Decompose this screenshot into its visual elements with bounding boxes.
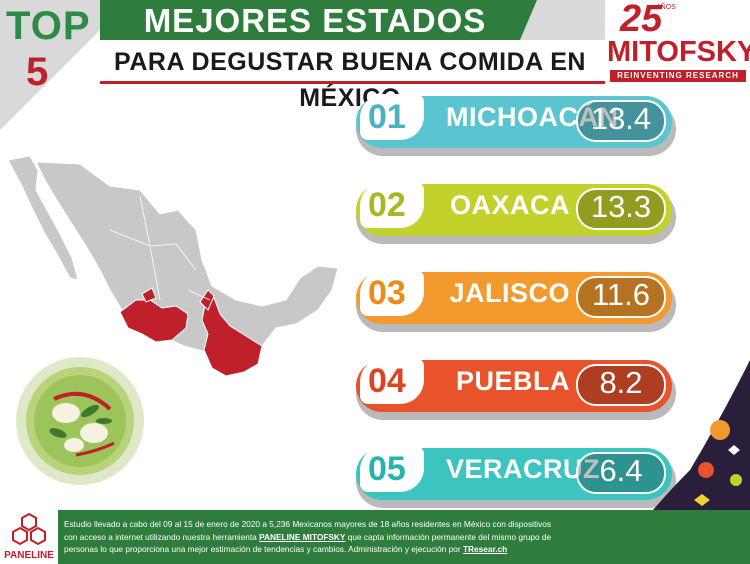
page-subtitle: PARA DEGUSTAR BUENA COMIDA EN MÉXICO bbox=[114, 48, 586, 112]
logo-tagline: REINVENTING RESEARCH bbox=[610, 70, 746, 82]
map-veracruz-puebla-oaxaca bbox=[201, 297, 263, 377]
value-box bbox=[576, 188, 666, 230]
ranking-row-1: 01 MICHOACÁN 13.4 bbox=[356, 94, 686, 158]
state-value: 13.3 bbox=[590, 189, 652, 224]
value-box bbox=[576, 276, 666, 318]
map-veracruz-north bbox=[199, 289, 215, 311]
rank-number: 03 bbox=[368, 274, 406, 312]
footer-text-1: Estudio llevado a cabo del 09 al 15 de e… bbox=[64, 519, 552, 542]
paneline-label: PANELINE bbox=[4, 550, 54, 561]
state-value: 11.6 bbox=[591, 277, 651, 312]
subtitle-underline bbox=[100, 81, 605, 84]
rank-number: 02 bbox=[368, 186, 406, 224]
value-box bbox=[576, 364, 666, 406]
state-name: OAXACA bbox=[449, 190, 570, 220]
rank-badge bbox=[360, 94, 424, 140]
title-bar-edge bbox=[520, 0, 605, 40]
rank-number: 01 bbox=[368, 98, 406, 136]
state-value: 6.4 bbox=[599, 453, 643, 488]
logo-anniversary: 25 bbox=[620, 0, 663, 40]
top-label: TOP bbox=[6, 4, 91, 48]
paneline-logo-icon bbox=[12, 512, 46, 546]
page-title: MEJORES ESTADOS bbox=[143, 2, 487, 39]
food-bowl-image bbox=[16, 357, 144, 485]
ranking-row-2: 02 OAXACA 13.3 bbox=[356, 182, 686, 246]
state-value: 13.4 bbox=[590, 101, 652, 136]
footer-text-2: que capta información permanente del mis… bbox=[64, 531, 552, 555]
value-box bbox=[576, 100, 666, 142]
rank-number: 04 bbox=[368, 362, 406, 400]
footer-methodology: Estudio llevado a cabo del 09 al 15 de e… bbox=[64, 518, 564, 556]
title-bar bbox=[100, 0, 605, 40]
paneline-logo-box bbox=[0, 510, 58, 564]
rank-badge bbox=[360, 358, 424, 404]
footer-executor-link[interactable]: TResear.ch bbox=[462, 544, 508, 554]
state-name: VERACRUZ bbox=[446, 454, 601, 484]
ranking-row-5: 05 VERACRUZ 6.4 bbox=[356, 446, 686, 510]
state-name: JALISCO bbox=[449, 278, 570, 308]
logo-name: MITOFSKY bbox=[607, 36, 750, 68]
logo-anos: AÑOS bbox=[656, 4, 676, 11]
rank-badge bbox=[360, 182, 424, 228]
state-name: PUEBLA bbox=[455, 366, 570, 396]
top-number: 5 bbox=[26, 50, 49, 94]
map-baja-california bbox=[7, 155, 79, 281]
ranking-row-4: 04 PUEBLA 8.2 bbox=[356, 358, 686, 422]
state-value: 8.2 bbox=[599, 365, 643, 400]
map-jalisco-north bbox=[141, 287, 157, 303]
rank-badge bbox=[360, 270, 424, 316]
map-mainland bbox=[35, 161, 339, 365]
rank-number: 05 bbox=[368, 450, 406, 488]
rank-badge bbox=[360, 446, 424, 492]
state-name: MICHOACÁN bbox=[446, 102, 619, 132]
mexico-map bbox=[7, 155, 339, 377]
ranking-row-3: 03 JALISCO 11.6 bbox=[356, 270, 686, 334]
value-box bbox=[576, 452, 666, 494]
footer-bar bbox=[0, 510, 750, 564]
footer-tool-name: PANELINE MITOFSKY bbox=[259, 531, 346, 542]
